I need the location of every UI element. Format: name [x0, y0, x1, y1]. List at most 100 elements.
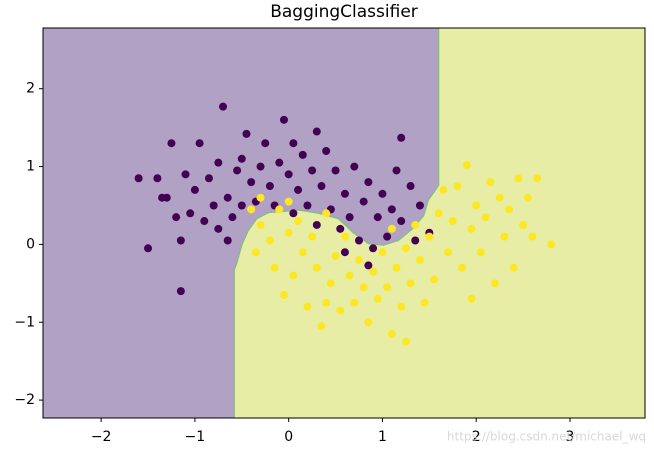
point [392, 166, 401, 175]
point [467, 294, 476, 303]
point [500, 232, 509, 241]
point [158, 193, 167, 202]
point [195, 139, 204, 148]
point [176, 236, 185, 245]
point [228, 213, 237, 222]
point [186, 209, 195, 218]
point [462, 161, 471, 170]
point [495, 193, 504, 202]
point [312, 263, 321, 272]
point [167, 139, 176, 148]
point [509, 263, 518, 272]
point [317, 322, 326, 331]
point [378, 248, 387, 257]
point [265, 182, 274, 191]
point [415, 201, 424, 210]
point [434, 209, 443, 218]
point [284, 170, 293, 179]
point [467, 224, 476, 233]
point [364, 318, 373, 327]
point [284, 197, 293, 206]
point [294, 217, 303, 226]
x-tick-label: 1 [378, 429, 387, 445]
point [373, 294, 382, 303]
point [523, 193, 532, 202]
point [279, 115, 288, 124]
point [312, 220, 321, 229]
point [322, 209, 331, 218]
point [223, 193, 232, 202]
point [303, 201, 312, 210]
point [397, 133, 406, 142]
point [331, 252, 340, 261]
x-tick-label: 0 [284, 429, 293, 445]
point [265, 236, 274, 245]
point [406, 182, 415, 191]
point [270, 263, 279, 272]
point [289, 271, 298, 280]
point [355, 255, 364, 264]
point [350, 298, 359, 307]
point [134, 174, 143, 183]
point [350, 162, 359, 171]
point [256, 220, 265, 229]
point [387, 224, 396, 233]
point [458, 263, 467, 272]
point [533, 174, 542, 183]
y-tick-label: −1 [14, 314, 35, 330]
point [200, 217, 209, 226]
point [204, 174, 213, 183]
point [519, 220, 528, 229]
point [397, 217, 406, 226]
point [340, 232, 349, 241]
point [406, 279, 415, 288]
point [251, 248, 260, 257]
point [411, 236, 420, 245]
point [486, 178, 495, 187]
point [340, 248, 349, 257]
point [430, 275, 439, 284]
point [387, 329, 396, 338]
point [298, 248, 307, 257]
point [247, 178, 256, 187]
point [345, 213, 354, 222]
point [153, 174, 162, 183]
point [411, 220, 420, 229]
point [190, 185, 199, 194]
point [397, 302, 406, 311]
point [209, 201, 218, 210]
point [312, 127, 321, 136]
point [336, 224, 345, 233]
decision-region [43, 28, 439, 418]
point [378, 189, 387, 198]
point [289, 139, 298, 148]
point [383, 283, 392, 292]
y-tick-label: −2 [14, 392, 35, 408]
point [547, 240, 556, 249]
point [322, 298, 331, 307]
point [420, 298, 429, 307]
point [214, 158, 223, 167]
point [176, 287, 185, 296]
point [364, 261, 373, 270]
point [345, 271, 354, 280]
chart-title: BaggingClassifier [270, 2, 418, 22]
point [528, 232, 537, 241]
point [279, 291, 288, 300]
point [425, 232, 434, 241]
x-tick-label: 3 [566, 429, 575, 445]
point [284, 228, 293, 237]
y-tick-label: 2 [26, 81, 35, 97]
point [317, 182, 326, 191]
point [401, 244, 410, 253]
point [308, 232, 317, 241]
point [448, 217, 457, 226]
point [359, 197, 368, 206]
point [308, 166, 317, 175]
point [326, 279, 335, 288]
point [439, 185, 448, 194]
point [322, 146, 331, 155]
plot-frame [42, 27, 646, 419]
point [359, 283, 368, 292]
